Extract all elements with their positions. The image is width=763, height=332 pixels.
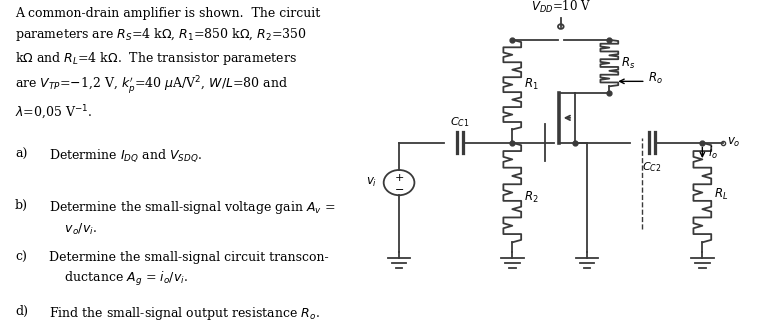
Text: $V_{DD}$=10 V: $V_{DD}$=10 V xyxy=(531,0,591,15)
Text: $R_o$: $R_o$ xyxy=(648,70,662,86)
Text: Determine the small-signal circuit transcon-
    ductance $A_g$ = $i_o/v_i$.: Determine the small-signal circuit trans… xyxy=(50,251,329,288)
Text: $C_{C2}$: $C_{C2}$ xyxy=(642,160,662,174)
Text: $R_L$: $R_L$ xyxy=(713,187,728,202)
Text: b): b) xyxy=(15,199,28,212)
Text: A common-drain amplifier is shown.  The circuit
parameters are $R_S$=4 k$\Omega$: A common-drain amplifier is shown. The c… xyxy=(15,7,320,122)
Text: $C_{C1}$: $C_{C1}$ xyxy=(450,115,469,129)
Text: $R_s$: $R_s$ xyxy=(620,55,635,71)
Text: $R_1$: $R_1$ xyxy=(523,77,538,92)
Text: Determine the small-signal voltage gain $A_v$ =
    $v_o/v_i$.: Determine the small-signal voltage gain … xyxy=(50,199,336,237)
Text: +: + xyxy=(394,173,404,183)
Text: $i_o$: $i_o$ xyxy=(708,145,718,161)
Text: a): a) xyxy=(15,148,27,161)
Text: c): c) xyxy=(15,251,27,264)
Text: Determine $I_{DQ}$ and $V_{SDQ}$.: Determine $I_{DQ}$ and $V_{SDQ}$. xyxy=(50,148,202,164)
Text: $-$: $-$ xyxy=(394,183,404,193)
Text: $v_i$: $v_i$ xyxy=(365,176,377,189)
Text: d): d) xyxy=(15,305,28,318)
Text: Find the small-signal output resistance $R_o$.: Find the small-signal output resistance … xyxy=(50,305,320,322)
Text: $R_2$: $R_2$ xyxy=(523,190,538,205)
Text: $v_o$: $v_o$ xyxy=(726,136,740,149)
